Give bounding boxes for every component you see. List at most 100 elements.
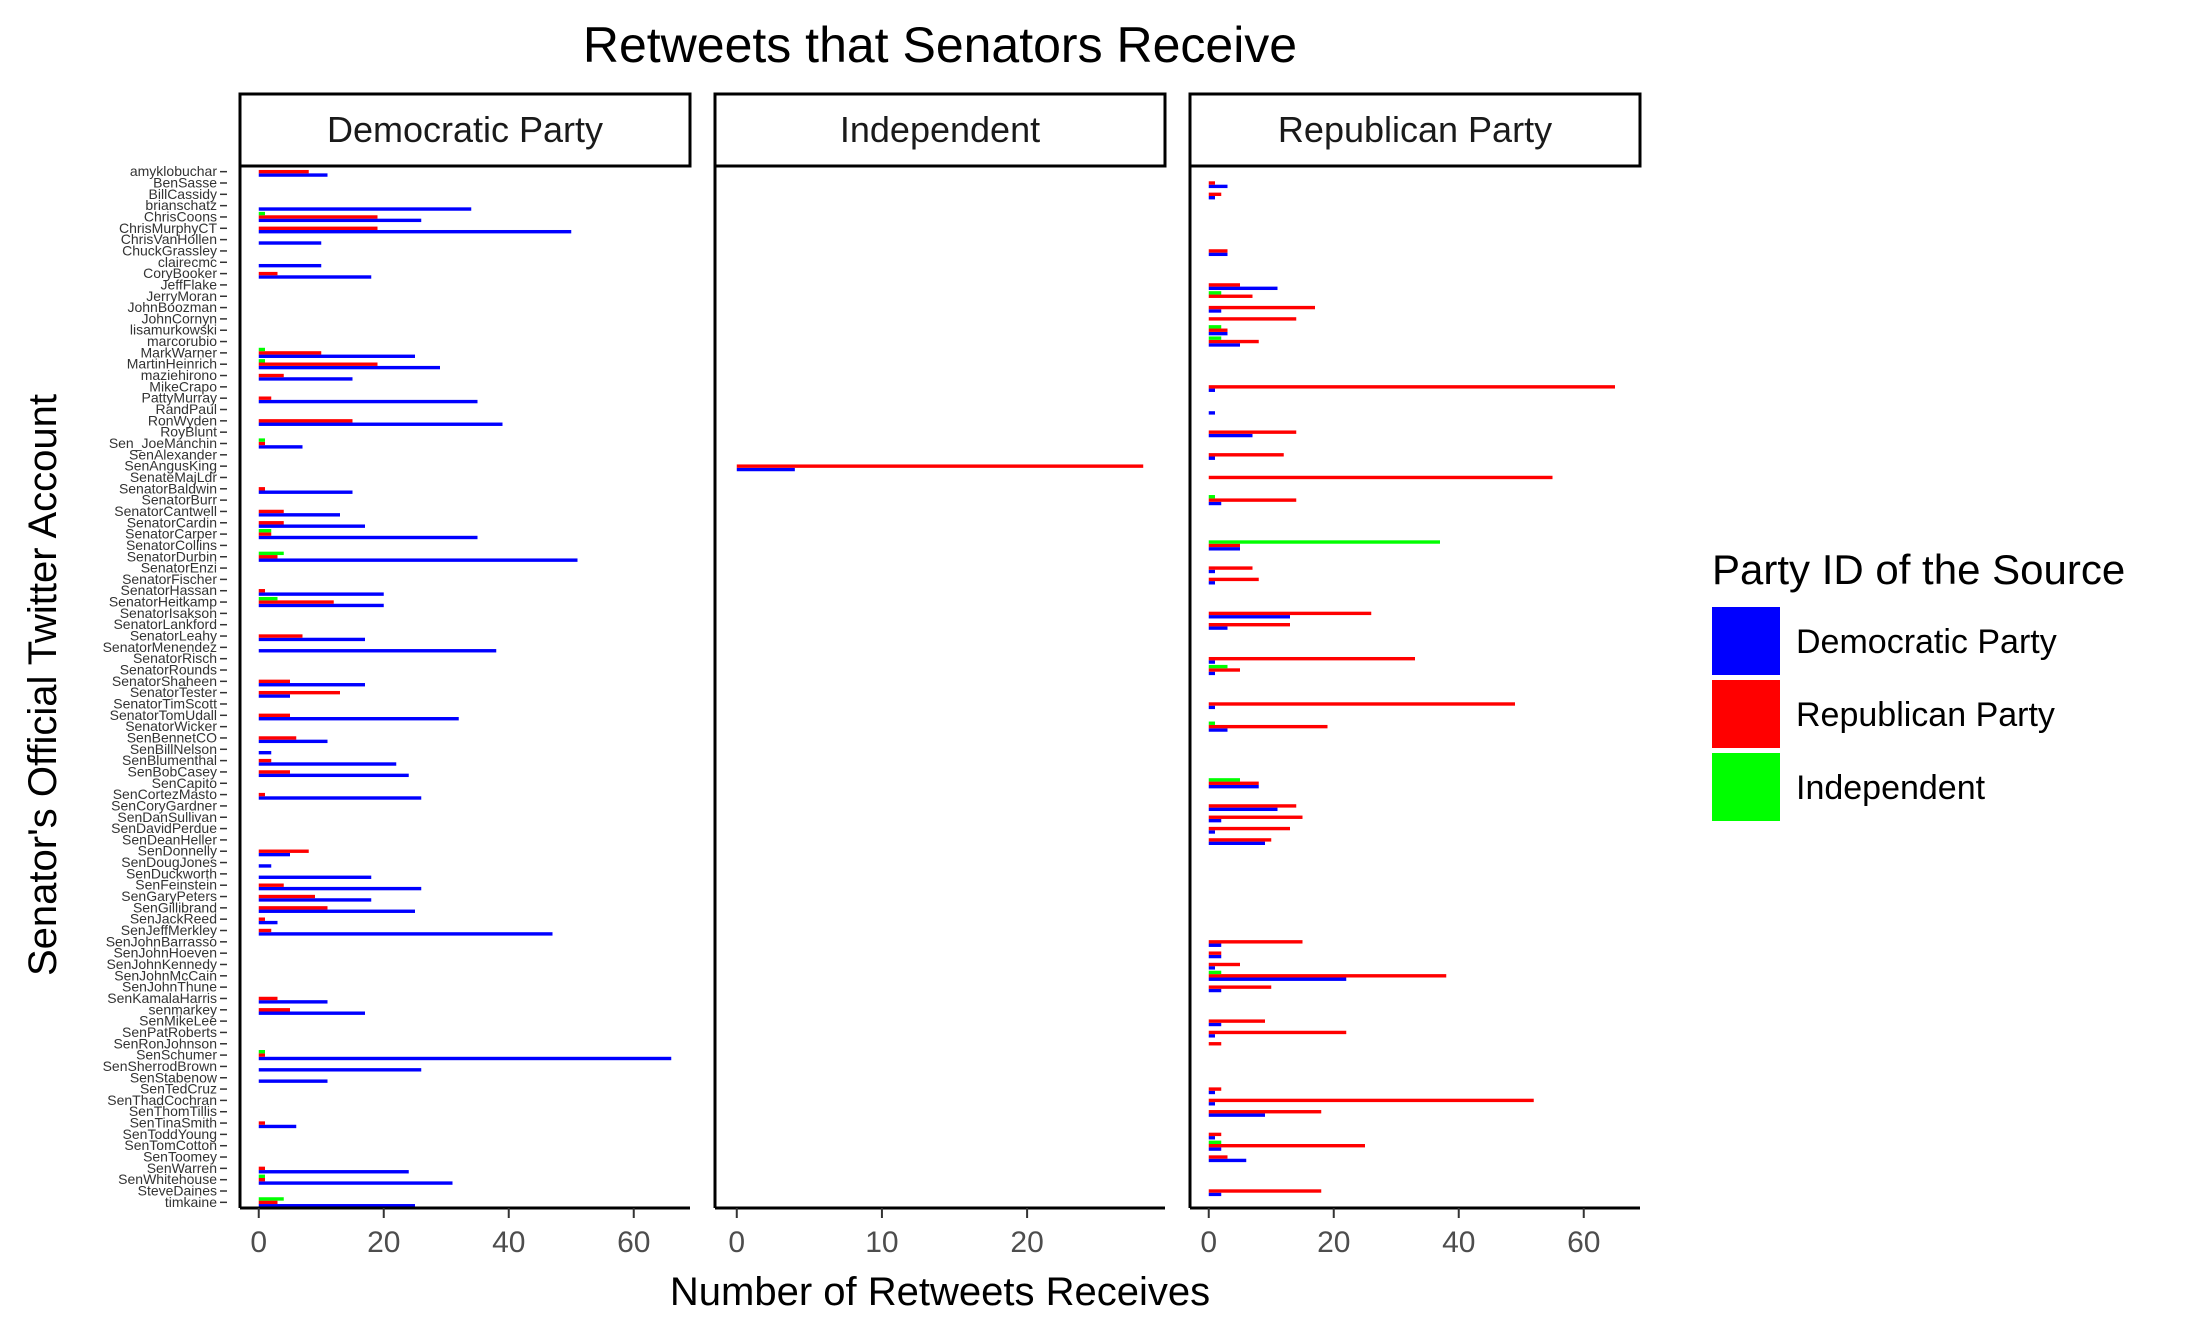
bar-democratic-party — [258, 535, 478, 540]
bar-democratic-party — [258, 365, 440, 370]
bar-republican-party — [1208, 1189, 1322, 1193]
y-tick-label: JohnBoozman — [127, 299, 217, 315]
bar-republican-party — [258, 849, 309, 853]
bar-democratic-party — [258, 173, 328, 177]
y-tick-label: SenToomey — [143, 1149, 217, 1165]
bar-democratic-party — [258, 750, 272, 755]
bar-democratic-party — [1208, 841, 1265, 845]
bar-democratic-party — [258, 773, 409, 778]
bar-republican-party — [1208, 283, 1240, 287]
bar-republican-party — [1208, 1132, 1222, 1137]
bar-republican-party — [258, 441, 265, 446]
x-tick-label: 40 — [492, 1226, 525, 1259]
y-tick-label: SenatorEnzi — [141, 560, 217, 576]
bar-democratic-party — [1208, 343, 1240, 347]
y-tick-label: SenFeinstein — [135, 877, 217, 893]
bar-democratic-party — [258, 603, 384, 608]
bar-democratic-party — [1208, 966, 1215, 970]
y-tick-label: SenBobCasey — [127, 763, 217, 779]
legend: Party ID of the Source Democratic Party R… — [1712, 546, 2125, 821]
y-tick-label: SenDuckworth — [126, 865, 217, 881]
bar-republican-party — [258, 487, 265, 491]
bar-republican-party — [1208, 294, 1253, 298]
bar-republican-party — [258, 509, 284, 514]
panel-strip-label: Independent — [840, 109, 1040, 150]
bar-republican-party — [1208, 974, 1447, 978]
bar-republican-party — [1208, 328, 1228, 332]
panel: Democratic Party 0 20 40 60 — [238, 92, 692, 1259]
y-tick-label: JohnCornyn — [142, 310, 218, 326]
y-tick-label: MikeCrapo — [149, 378, 217, 394]
y-tick-label: SenPatRoberts — [122, 1024, 217, 1040]
bar-republican-party — [258, 396, 272, 400]
bar-democratic-party — [1208, 807, 1278, 812]
bar-democratic-party — [1208, 196, 1215, 200]
legend-swatch — [1712, 607, 1780, 675]
bar-republican-party — [1208, 804, 1297, 808]
y-tick-label: SenCapito — [152, 775, 218, 791]
y-tick-label: SenJohnKennedy — [106, 956, 217, 972]
y-tick-label: SenCoryGardner — [111, 797, 217, 813]
bar-independent — [258, 347, 265, 352]
bar-democratic-party — [258, 717, 459, 721]
bar-republican-party — [258, 1177, 265, 1182]
bar-republican-party — [258, 736, 297, 740]
x-axis-title: Number of Retweets Receives — [670, 1270, 1210, 1314]
bar-republican-party — [258, 271, 278, 276]
bar-democratic-party — [1208, 456, 1215, 460]
y-tick-label: brianschatz — [145, 197, 217, 213]
y-tick-label: SenGaryPeters — [121, 888, 217, 904]
x-tick-label: 20 — [1317, 1226, 1350, 1259]
bar-democratic-party — [1208, 660, 1215, 664]
y-tick-label: SenJohnThune — [122, 979, 217, 995]
bar-democratic-party — [258, 1011, 365, 1015]
y-tick-label: SenatorHassan — [120, 582, 217, 598]
y-tick-label: SenateMajLdr — [130, 469, 218, 485]
bar-republican-party — [1208, 985, 1272, 989]
bar-democratic-party — [258, 875, 372, 879]
bar-independent — [1208, 336, 1222, 340]
legend-swatch — [1712, 753, 1780, 821]
bar-republican-party — [258, 690, 340, 695]
y-tick-label: SenRonJohnson — [113, 1035, 217, 1051]
bar-republican-party — [258, 1200, 278, 1205]
x-tick-label: 40 — [1442, 1226, 1475, 1259]
bar-democratic-party — [258, 229, 572, 234]
panel-strip — [713, 92, 1167, 168]
bar-democratic-party — [258, 207, 472, 211]
y-tick-label: SenatorLeahy — [130, 628, 217, 644]
bar-democratic-party — [258, 909, 415, 913]
y-tick-label: Sen_JoeManchin — [109, 435, 217, 451]
y-tick-label: RonWyden — [148, 412, 217, 428]
bar-democratic-party — [258, 1181, 453, 1185]
y-tick-label: RoyBlunt — [160, 424, 217, 440]
bar-independent — [1208, 721, 1215, 725]
y-tick-label: SenDavidPerdue — [111, 820, 217, 836]
bar-independent — [1208, 540, 1440, 544]
bar-republican-party — [1208, 249, 1228, 253]
y-tick-label: timkaine — [165, 1194, 217, 1210]
bar-republican-party — [1208, 1042, 1222, 1046]
y-tick-label: CoryBooker — [143, 265, 217, 281]
bar-democratic-party — [258, 920, 278, 925]
bar-democratic-party — [258, 218, 422, 223]
bar-republican-party — [258, 600, 334, 604]
bar-democratic-party — [258, 1079, 328, 1083]
y-tick-label: senmarkey — [149, 1001, 217, 1017]
bar-republican-party — [1208, 181, 1215, 185]
y-tick-label: RandPaul — [156, 401, 218, 417]
bar-democratic-party — [258, 852, 290, 857]
y-axis-title: Senator's Official Twitter Account — [21, 394, 65, 976]
bar-democratic-party — [258, 1124, 297, 1129]
bar-democratic-party — [258, 490, 353, 494]
bar-democratic-party — [1208, 184, 1228, 189]
bar-republican-party — [258, 713, 290, 718]
bar-republican-party — [258, 906, 328, 910]
y-tick-label: SenBillNelson — [130, 741, 217, 757]
bar-democratic-party — [1208, 252, 1228, 257]
bar-independent — [258, 211, 265, 216]
bar-republican-party — [1208, 668, 1240, 672]
y-tick-label: SenDanSullivan — [117, 809, 217, 825]
bar-republican-party — [1208, 826, 1290, 831]
